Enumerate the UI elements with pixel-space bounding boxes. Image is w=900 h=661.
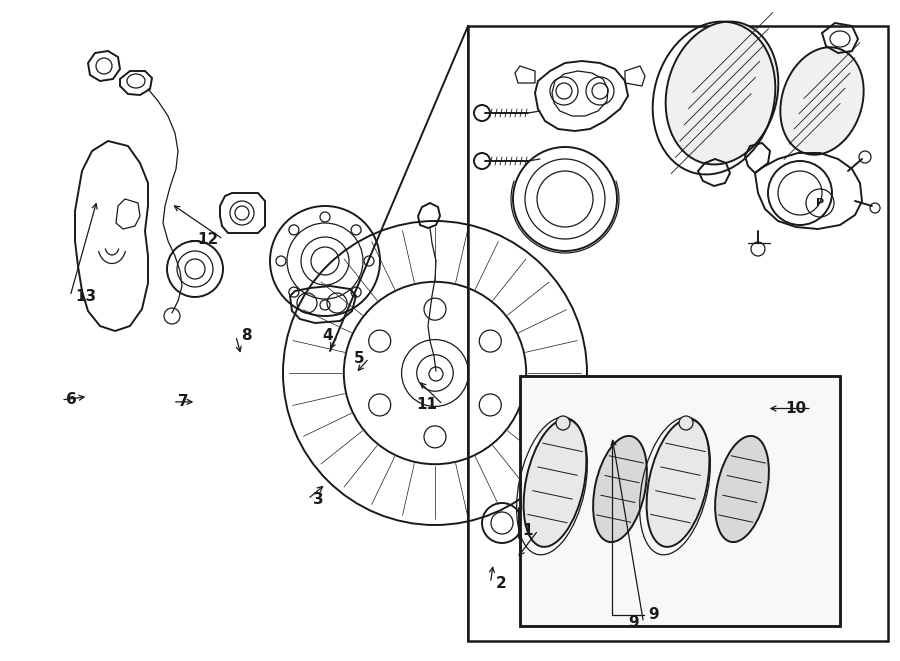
Text: 7: 7 (178, 395, 188, 409)
Text: 5: 5 (354, 351, 364, 366)
Text: 13: 13 (76, 289, 96, 303)
Text: 6: 6 (67, 393, 77, 407)
Text: 1: 1 (523, 523, 533, 537)
Circle shape (679, 416, 693, 430)
Text: P: P (816, 198, 824, 208)
Ellipse shape (646, 419, 709, 547)
Text: 9: 9 (628, 615, 638, 630)
Text: 12: 12 (197, 232, 218, 247)
Text: 10: 10 (786, 401, 806, 416)
Text: 8: 8 (241, 329, 251, 343)
Text: 3: 3 (313, 492, 323, 506)
Ellipse shape (666, 22, 778, 165)
Text: 11: 11 (417, 397, 437, 412)
Bar (520, 376, 840, 626)
Text: 4: 4 (322, 329, 332, 343)
Text: 9: 9 (649, 607, 659, 622)
Ellipse shape (716, 436, 769, 542)
Ellipse shape (524, 419, 587, 547)
Ellipse shape (780, 47, 864, 155)
Ellipse shape (593, 436, 647, 542)
Bar (520, 376, 840, 626)
Circle shape (556, 416, 570, 430)
Bar (468, 26, 888, 641)
Text: 2: 2 (496, 576, 507, 590)
